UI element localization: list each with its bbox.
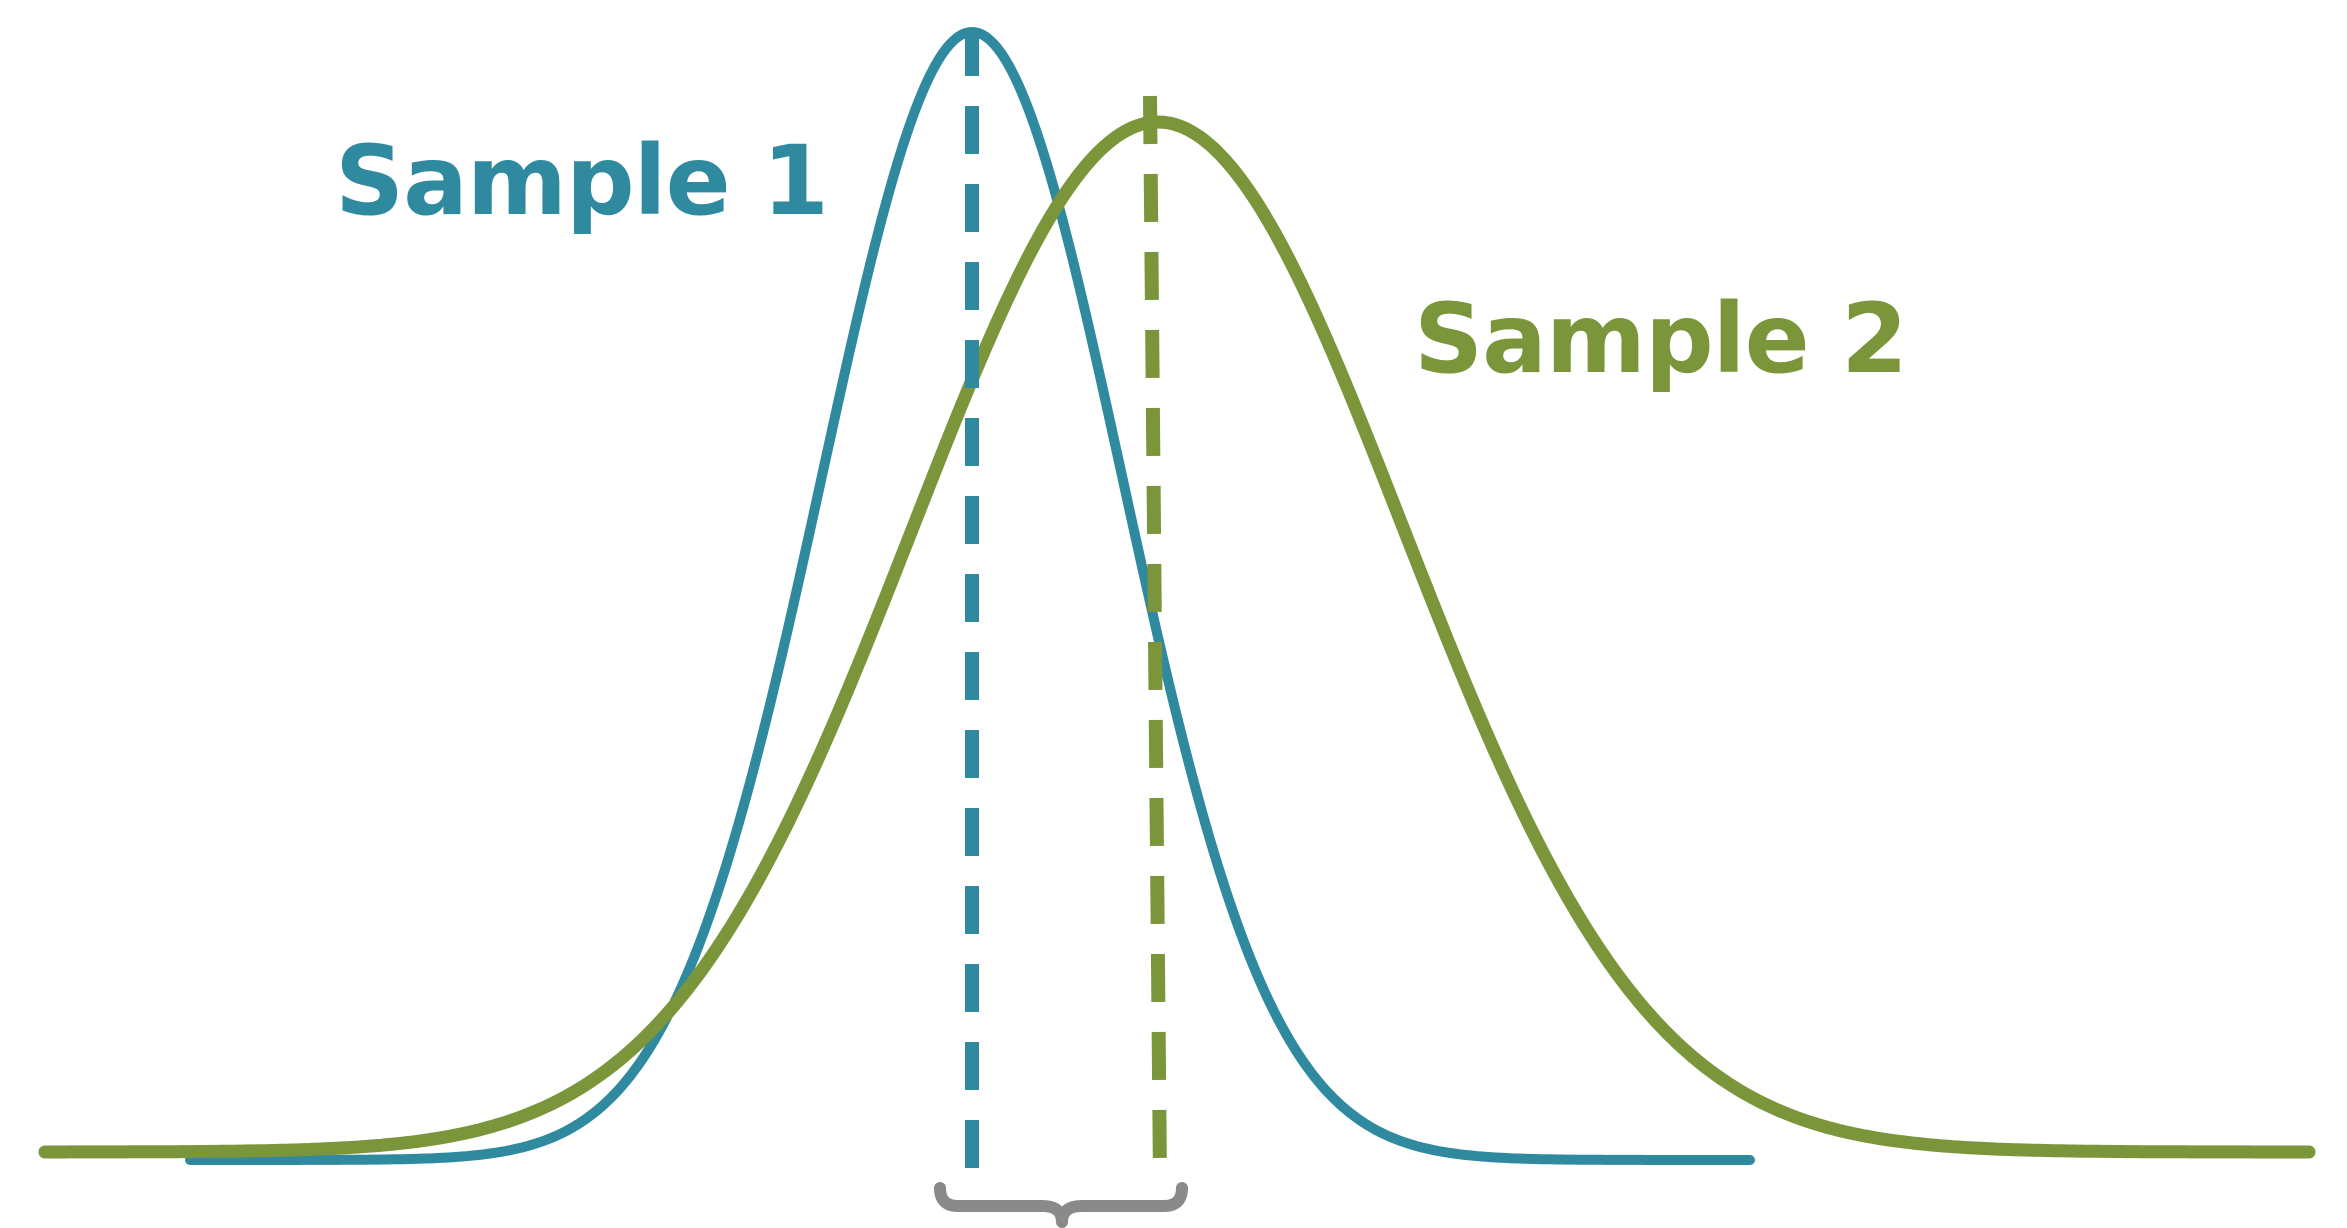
mean-difference-brace [934,1182,1188,1228]
sample-2-label: Sample 2 [1414,283,1907,395]
sample-2-mean-line [1143,95,1167,1181]
sample-1-label: Sample 1 [335,125,828,237]
sample-2-curve [38,115,2316,1159]
